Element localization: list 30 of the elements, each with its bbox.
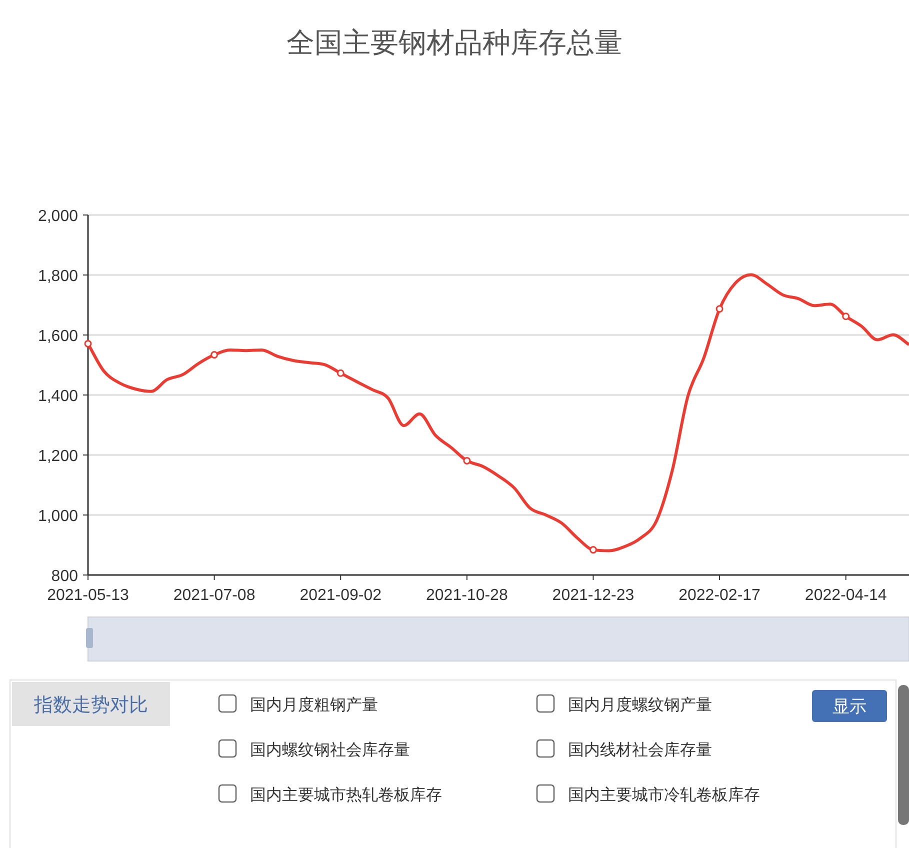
y-tick-label: 1,400: [38, 388, 78, 405]
point: [463, 456, 471, 464]
x-tick-label: 2022-02-17: [678, 587, 761, 604]
text: 显示: [832, 697, 866, 716]
text: 国内螺纹钢社会库存量: [250, 741, 410, 759]
x-tick-label: 2021-09-02: [300, 587, 382, 604]
x-tick-label: 2022-04-14: [804, 587, 887, 604]
point: [842, 312, 850, 320]
y-tick-label: 1,200: [38, 448, 78, 465]
y-tick-label: 1,600: [38, 328, 78, 345]
point: [84, 340, 92, 348]
x-tick-label: 2021-10-28: [426, 587, 508, 604]
text: 国内主要城市冷轧卷板库存: [568, 786, 760, 804]
x-tick-label: 2021-07-08: [173, 587, 256, 604]
text: 国内线材社会库存量: [568, 741, 712, 759]
x-tick-label: 2021-12-23: [552, 587, 634, 604]
text: 国内月度粗钢产量: [250, 696, 378, 714]
text: 国内月度螺纹钢产量: [568, 696, 712, 714]
x-tick-label: 2021-05-13: [47, 587, 130, 604]
point: [716, 305, 724, 313]
text: 国内主要城市热轧卷板库存: [250, 786, 442, 804]
y-tick-label: 1,000: [38, 508, 78, 525]
y-tick-label: 1,800: [38, 268, 78, 285]
y-tick-label: 800: [51, 568, 78, 585]
point: [589, 546, 597, 554]
point: [336, 369, 344, 377]
text: 指数走势对比: [33, 695, 148, 716]
y-tick-label: 2,000: [38, 208, 78, 225]
point: [210, 351, 218, 359]
chart-title: 全国主要钢材品种库存总量: [286, 27, 622, 58]
